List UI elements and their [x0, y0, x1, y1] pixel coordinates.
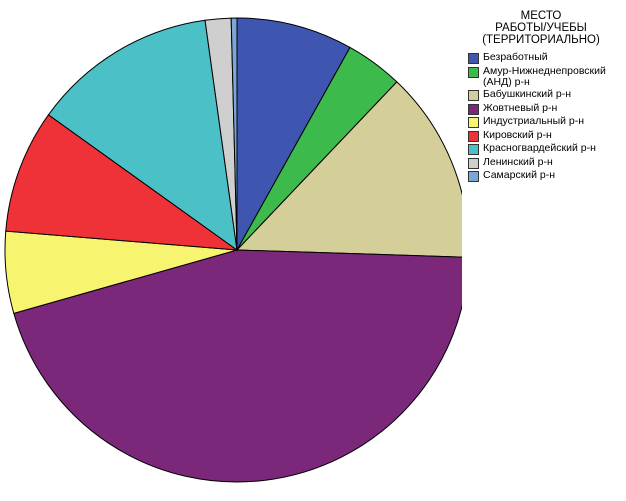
- pie-slice: [5, 114, 239, 251]
- pie-area: [4, 17, 462, 483]
- legend: МЕСТО РАБОТЫ/УЧЕБЫ (ТЕРРИТОРИАЛЬНО) Безрабо…: [462, 10, 620, 184]
- pie-slice: [47, 19, 238, 252]
- legend-item: Красногвардейский р-н: [462, 143, 620, 155]
- legend-title: МЕСТО РАБОТЫ/УЧЕБЫ (ТЕРРИТОРИАЛЬНО): [462, 10, 620, 46]
- legend-swatch: [468, 144, 479, 155]
- legend-swatch: [468, 117, 479, 128]
- legend-item: Самарский р-н: [462, 170, 620, 182]
- pie-slice: [13, 249, 462, 483]
- legend-item: Кировский р-н: [462, 128, 620, 142]
- legend-label: Ленинский р-н: [483, 155, 553, 168]
- legend-swatch: [468, 130, 479, 142]
- legend-title-line: (ТЕРРИТОРИАЛЬНО): [482, 34, 600, 46]
- legend-title-line: МЕСТО: [520, 10, 562, 22]
- legend-label: Безработный: [483, 51, 548, 63]
- legend-label: Жовтневый р-н: [483, 101, 558, 114]
- legend-swatch: [468, 90, 479, 101]
- legend-label: Индустриальный р-н: [483, 115, 585, 127]
- legend-swatch: [468, 171, 479, 182]
- legend-title-line: РАБОТЫ/УЧЕБЫ: [495, 22, 587, 34]
- legend-item: Безработный: [462, 52, 620, 64]
- legend-label: Самарский р-н: [483, 169, 556, 181]
- pie-slice: [236, 17, 351, 252]
- legend-label: Амур-Нижнеднепровский (АНД) р-н: [483, 64, 606, 88]
- legend-swatch: [468, 103, 479, 115]
- legend-item: Индустриальный р-н: [462, 116, 620, 128]
- legend-swatch: [468, 53, 479, 64]
- legend-label: Кировский р-н: [483, 128, 552, 141]
- pie-slice: [230, 17, 238, 251]
- legend-item: Амур-Нижнеднепровский (АНД) р-н: [462, 64, 620, 88]
- legend-item: Ленинский р-н: [462, 155, 620, 169]
- legend-label: Красногвардейский р-н: [483, 142, 596, 154]
- legend-label: Бабушкинский р-н: [483, 88, 572, 100]
- legend-item: Бабушкинский р-н: [462, 89, 620, 101]
- legend-item: Жовтневый р-н: [462, 101, 620, 115]
- pie-slice: [235, 81, 462, 258]
- legend-swatch: [468, 66, 479, 78]
- legend-swatch: [468, 157, 479, 169]
